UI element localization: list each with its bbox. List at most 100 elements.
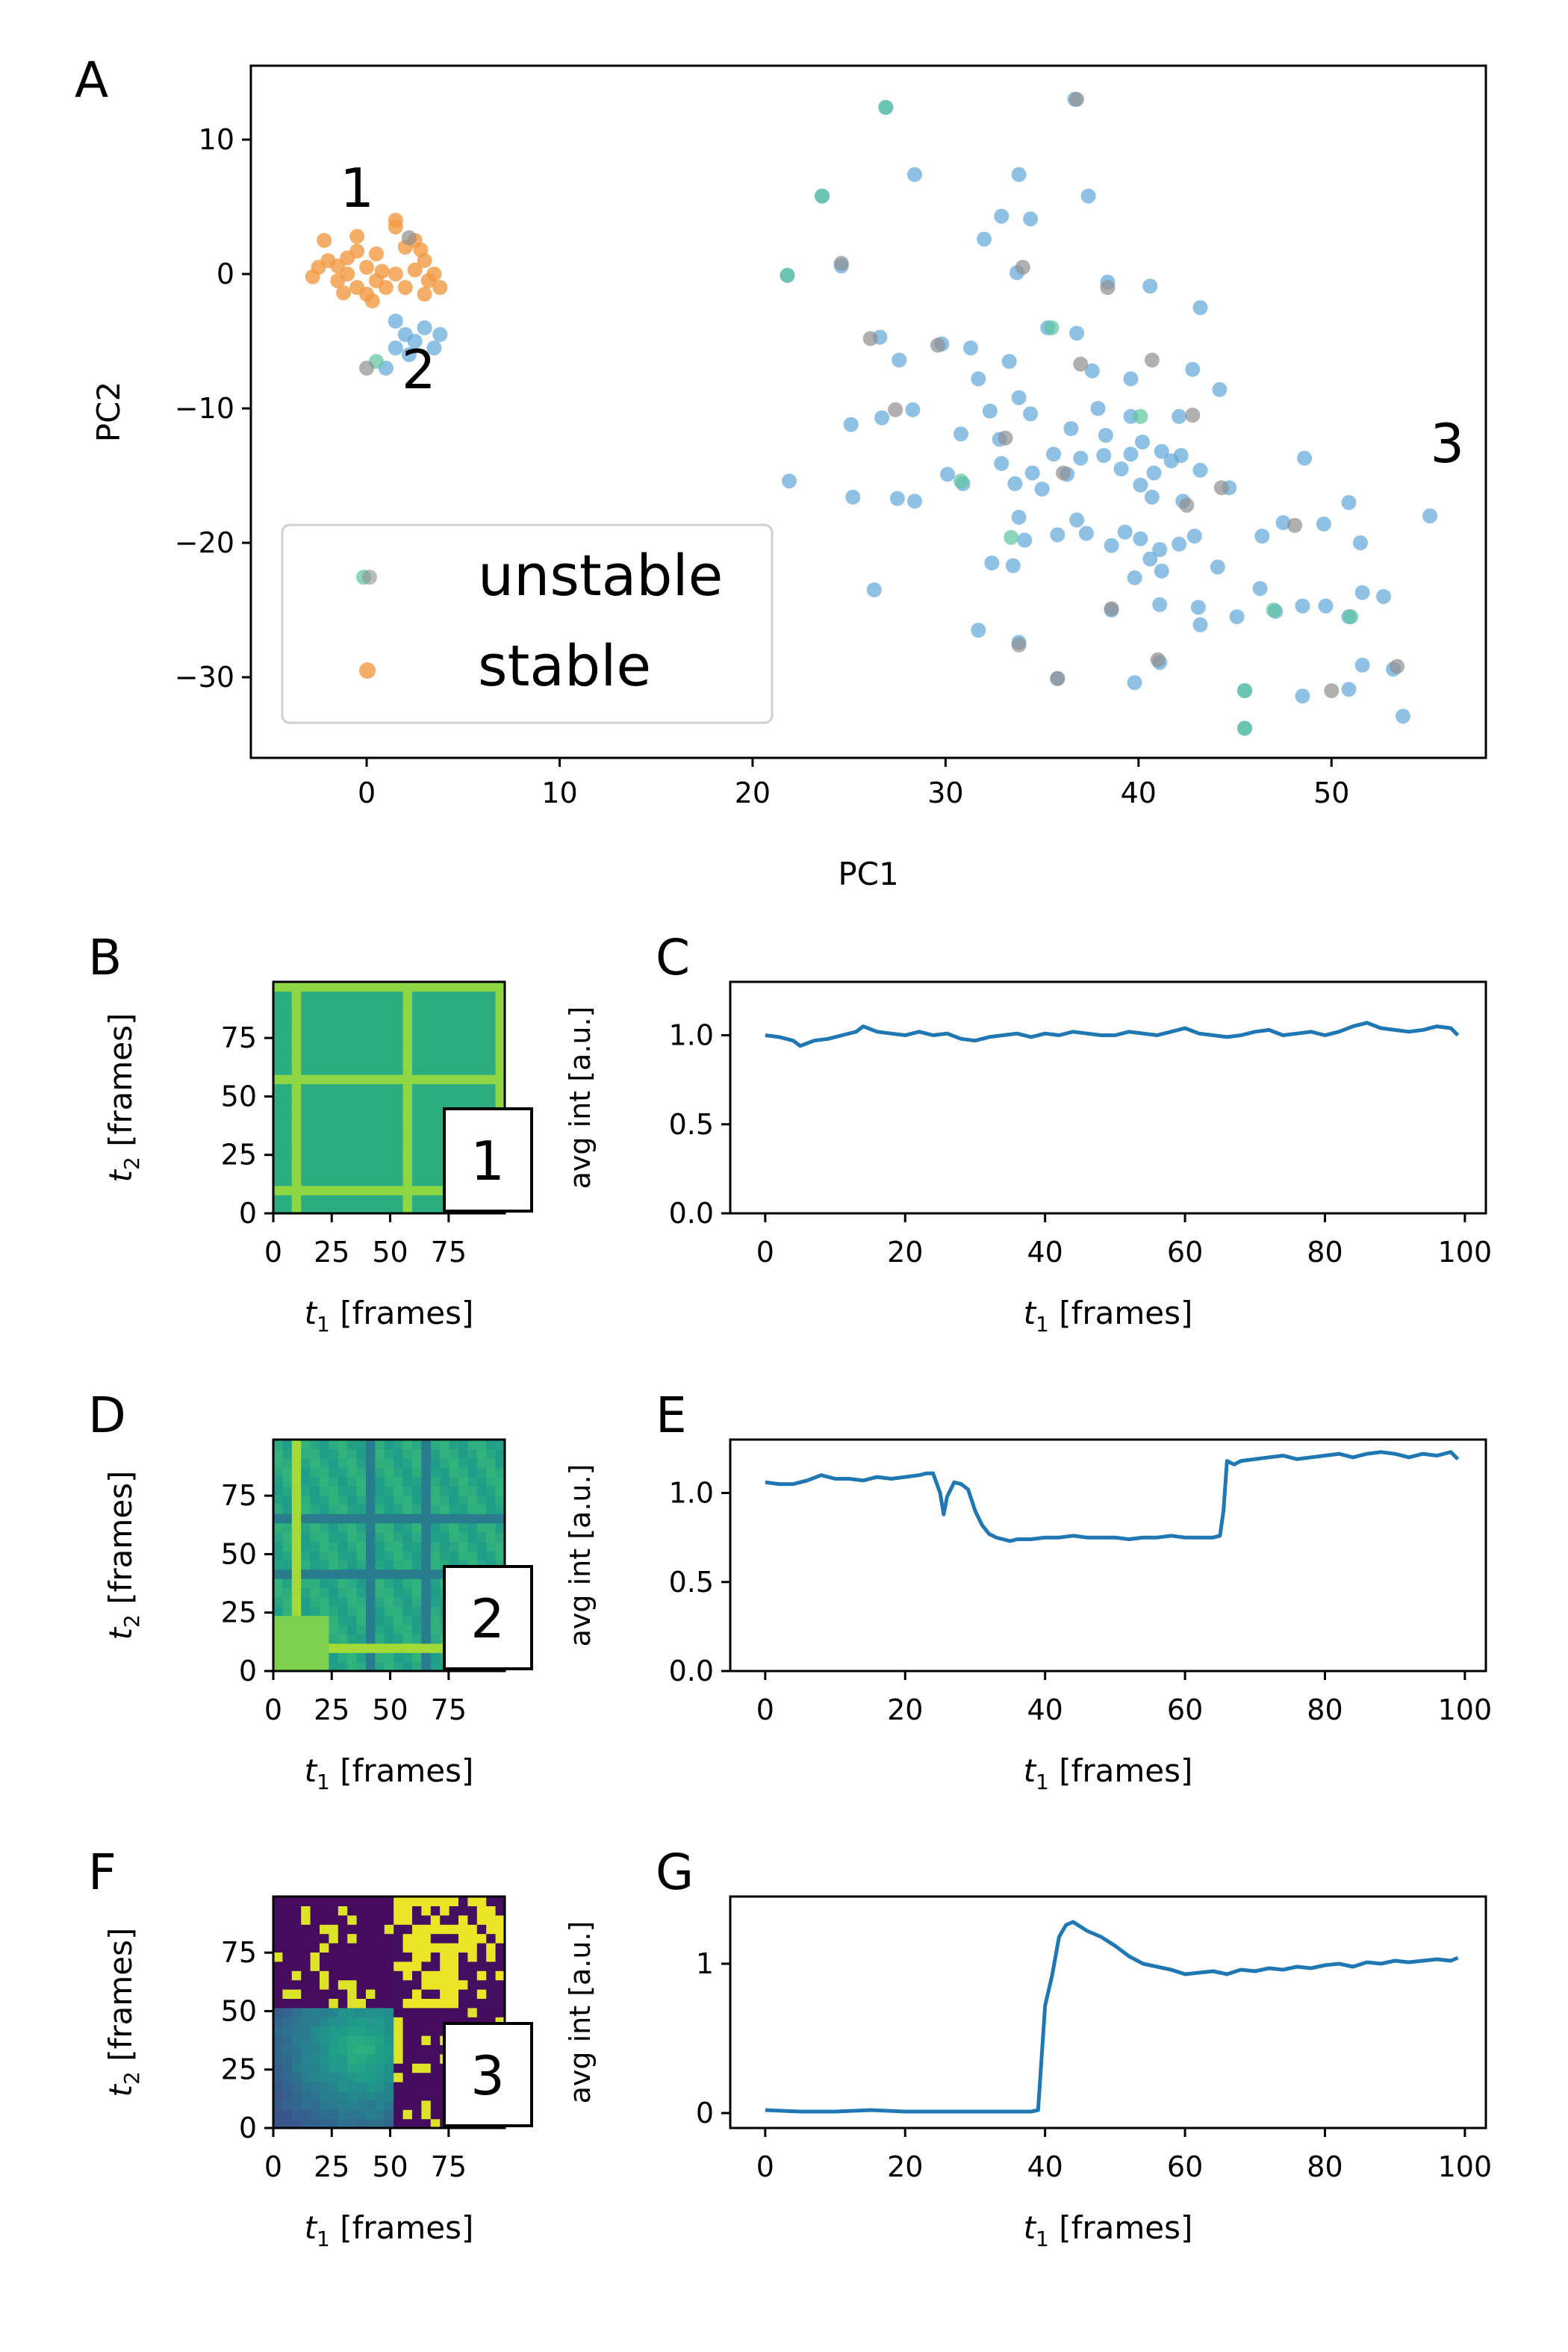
panel-letter-b: B — [88, 929, 122, 986]
heatmap-cell — [310, 1083, 320, 1094]
heatmap-cell — [291, 1065, 302, 1075]
heatmap-cell — [329, 1102, 339, 1113]
x-axis-label: t1 [frames] — [1024, 1295, 1193, 1337]
heatmap-cell — [320, 1009, 329, 1020]
heatmap-cell — [384, 1111, 394, 1121]
heatmap-cell — [291, 1176, 302, 1186]
heatmap-cell — [393, 1018, 404, 1029]
heatmap-cell — [347, 1952, 358, 1962]
heatmap-cell — [458, 1914, 468, 1925]
data-point — [998, 430, 1013, 446]
heatmap-cell — [337, 1157, 348, 1168]
series-stable-0 — [305, 213, 448, 308]
heatmap-cell — [402, 1615, 413, 1625]
heatmap-cell — [421, 1440, 432, 1449]
heatmap-cell — [430, 1914, 441, 1925]
heatmap-cell — [366, 1449, 376, 1459]
heatmap-cell — [310, 1661, 320, 1672]
data-point — [1063, 421, 1079, 436]
heatmap-cell — [329, 1486, 339, 1496]
heatmap-cell — [476, 1513, 487, 1524]
heatmap-cell — [476, 1989, 487, 1999]
heatmap-cell — [366, 1541, 376, 1552]
heatmap-cell — [495, 1504, 505, 1514]
heatmap-cell — [384, 1541, 394, 1552]
heatmap-cell — [273, 1578, 283, 1588]
heatmap-cell — [430, 1998, 441, 2009]
heatmap-cell — [356, 1092, 367, 1103]
heatmap-cell — [421, 1204, 432, 1214]
heatmap-cell — [495, 1056, 505, 1066]
heatmap-cell — [310, 2091, 320, 2101]
heatmap-cell — [291, 1449, 302, 1459]
heatmap-cell — [366, 1074, 376, 1084]
data-point — [413, 242, 429, 258]
heatmap-cell — [301, 1204, 311, 1214]
data-point — [1133, 408, 1148, 424]
heatmap-cell — [301, 1195, 311, 1205]
heatmap-cell — [375, 1914, 385, 1925]
data-point — [305, 269, 320, 284]
y-tick-label: 1.0 — [669, 1019, 714, 1052]
heatmap-cell — [273, 1615, 283, 1625]
heatmap-cell — [282, 1176, 293, 1186]
heatmap-cell — [430, 1157, 441, 1168]
heatmap-cell — [310, 1578, 320, 1588]
heatmap-cell — [402, 1148, 413, 1159]
series-line — [765, 1450, 1460, 1543]
heatmap-cell — [366, 2063, 376, 2073]
heatmap-cell — [273, 2026, 283, 2036]
heatmap-cell — [430, 1897, 441, 1906]
heatmap-cell — [337, 991, 348, 1001]
heatmap-cell — [449, 1998, 459, 2009]
heatmap-cell — [337, 2053, 348, 2064]
inset-label: 1 — [470, 1130, 505, 1192]
heatmap-cell — [291, 1989, 302, 1999]
heatmap-cell — [440, 1486, 450, 1496]
heatmap-cell — [301, 1037, 311, 1048]
heatmap-cell — [430, 1550, 441, 1561]
heatmap-cell — [440, 1065, 450, 1075]
heatmap-cell — [421, 1924, 432, 1935]
data-point — [1316, 516, 1331, 532]
heatmap-cell — [347, 2007, 358, 2017]
heatmap-cell — [301, 1102, 311, 1113]
data-point — [1390, 659, 1405, 674]
heatmap-cell — [282, 1924, 293, 1935]
heatmap-cell — [393, 1970, 404, 1981]
heatmap-cell — [375, 2100, 385, 2110]
heatmap-cell — [310, 1018, 320, 1029]
heatmap-cell — [337, 1914, 348, 1925]
panel-letter-e: E — [656, 1387, 687, 1444]
heatmap-cell — [486, 1914, 497, 1925]
heatmap-cell — [430, 2063, 441, 2073]
heatmap-cell — [440, 1522, 450, 1533]
x-axis-label-sub: 1 — [1036, 2227, 1049, 2251]
legend-marker-stable — [359, 662, 376, 679]
heatmap-cell — [282, 1148, 293, 1159]
heatmap-cell — [393, 2063, 404, 2073]
heatmap-cell — [402, 2007, 413, 2017]
heatmap-cell — [347, 1914, 358, 1925]
data-point — [1152, 597, 1168, 612]
heatmap-cell — [440, 1018, 450, 1029]
data-point — [1185, 408, 1201, 423]
heatmap-cell — [320, 1652, 329, 1663]
heatmap-cell — [476, 1440, 487, 1449]
heatmap-cell — [273, 1092, 283, 1103]
data-point — [1034, 482, 1050, 497]
heatmap-cell — [301, 2017, 311, 2027]
heatmap-cell — [421, 1083, 432, 1094]
heatmap-cell — [291, 982, 302, 992]
heatmap-cell — [412, 2007, 422, 2017]
heatmap-cell — [393, 1924, 404, 1935]
heatmap-cell — [320, 1933, 329, 1944]
heatmap-cell — [356, 1440, 367, 1449]
data-point — [407, 334, 423, 349]
heatmap-cell — [449, 1028, 459, 1038]
x-axis-label: t1 [frames] — [305, 1295, 474, 1337]
heatmap-cell — [375, 1440, 385, 1449]
heatmap-cell — [402, 1560, 413, 1570]
y-axis-label-var: t — [102, 1626, 139, 1640]
heatmap-cell — [310, 1979, 320, 1990]
